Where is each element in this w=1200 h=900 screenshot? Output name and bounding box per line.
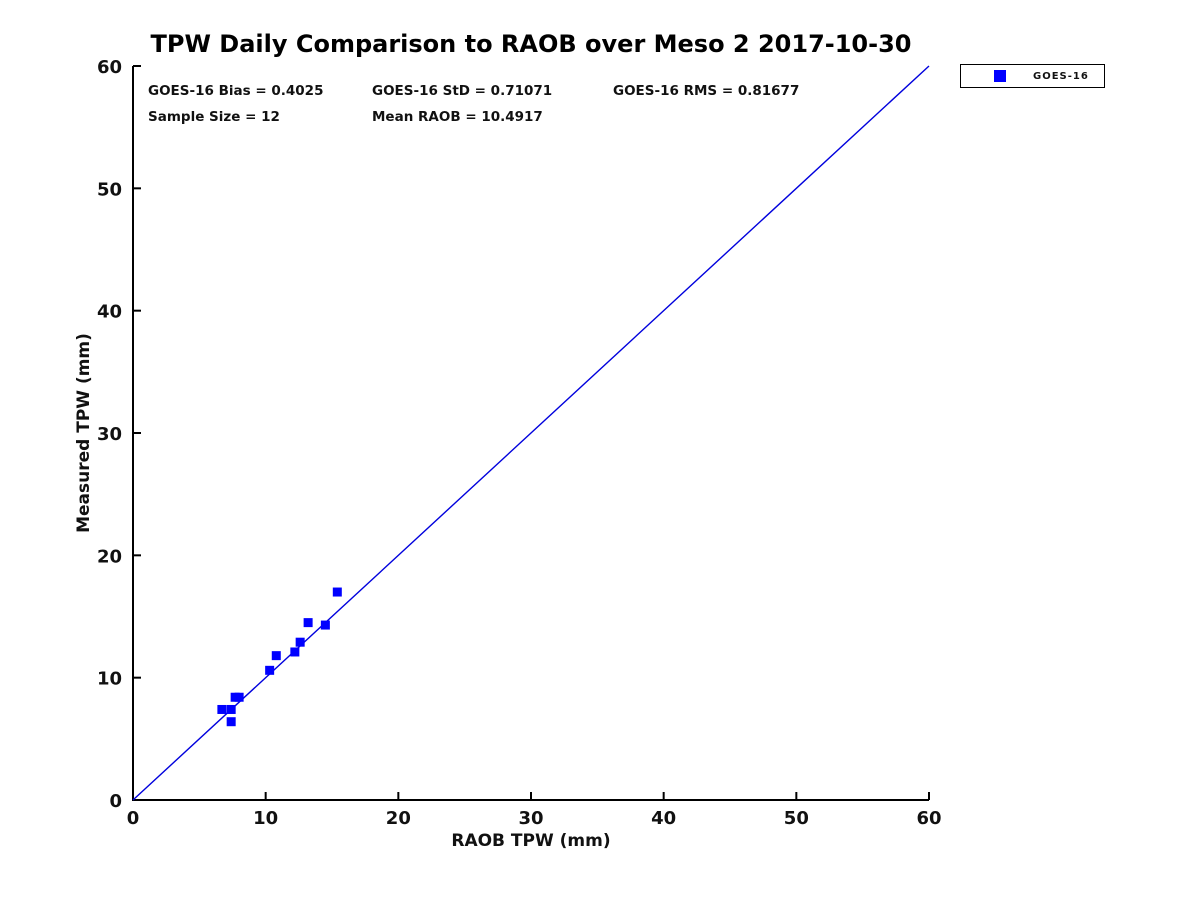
x-tick-label: 30 [518, 808, 543, 829]
stat-rms: GOES-16 RMS = 0.81677 [613, 83, 800, 99]
scatter-point [226, 704, 236, 714]
x-tick-label: 20 [386, 808, 411, 829]
scatter-point [271, 651, 281, 661]
stat-bias: GOES-16 Bias = 0.4025 [148, 83, 324, 99]
scatter-point [290, 647, 300, 657]
stat-mean-raob: Mean RAOB = 10.4917 [372, 109, 543, 125]
scatter-point [303, 618, 313, 628]
y-tick-label: 60 [97, 57, 122, 78]
scatter-point [295, 637, 305, 647]
legend-label: GOES-16 [1033, 70, 1089, 82]
scatter-point [217, 704, 227, 714]
x-tick-label: 60 [916, 808, 941, 829]
x-axis-label: RAOB TPW (mm) [451, 831, 611, 851]
y-axis-label: Measured TPW (mm) [74, 333, 94, 533]
stat-sample-size: Sample Size = 12 [148, 109, 280, 125]
x-tick-label: 10 [253, 808, 278, 829]
y-tick-label: 0 [109, 791, 122, 812]
legend: GOES-16 [960, 64, 1105, 88]
scatter-point [332, 587, 342, 597]
y-tick-label: 40 [97, 302, 122, 323]
reference-line [132, 65, 930, 801]
x-tick-label: 40 [651, 808, 676, 829]
y-tick-label: 50 [97, 179, 122, 200]
scatter-point [234, 692, 244, 702]
y-tick-label: 30 [97, 424, 122, 445]
stat-std: GOES-16 StD = 0.71071 [372, 83, 553, 99]
y-tick-label: 10 [97, 669, 122, 690]
x-tick-label: 50 [784, 808, 809, 829]
legend-square-marker-icon [994, 70, 1006, 82]
y-tick-label: 20 [97, 546, 122, 567]
scatter-point [320, 620, 330, 630]
scatter-point [226, 717, 236, 727]
x-tick-label: 0 [127, 808, 140, 829]
scatter-point [265, 665, 275, 675]
chart-title: TPW Daily Comparison to RAOB over Meso 2… [150, 30, 912, 58]
